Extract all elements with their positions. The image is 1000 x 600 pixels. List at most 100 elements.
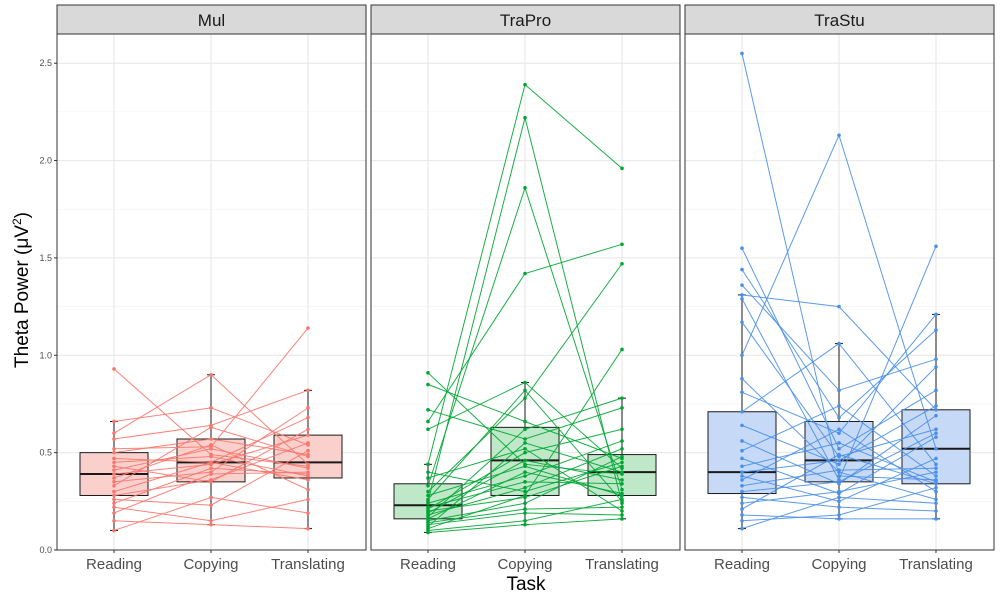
x-tick-label: Copying bbox=[497, 556, 552, 573]
subject-point bbox=[523, 501, 527, 506]
panel-mul: Mul Reading Copying Translating bbox=[56, 4, 367, 573]
subject-point bbox=[112, 450, 116, 455]
x-tick-label: Copying bbox=[183, 556, 238, 573]
subject-series bbox=[740, 283, 938, 393]
subject-point bbox=[837, 505, 841, 509]
subject-point bbox=[740, 489, 744, 494]
y-tick-label: 0.0 bbox=[39, 545, 52, 555]
subject-point bbox=[740, 267, 744, 272]
subject-point bbox=[426, 530, 430, 535]
subject-point bbox=[426, 501, 430, 506]
subject-point bbox=[306, 466, 310, 471]
subject-point bbox=[523, 82, 527, 87]
subject-point bbox=[740, 423, 744, 428]
y-axis-title-main: Theta Power (μV bbox=[12, 225, 33, 368]
subject-series bbox=[740, 431, 938, 494]
subject-point bbox=[934, 481, 938, 486]
subject-point bbox=[837, 446, 841, 451]
subject-series bbox=[426, 406, 624, 441]
subject-point bbox=[837, 517, 841, 521]
subject-point bbox=[740, 507, 744, 511]
x-tick-label: Reading bbox=[714, 556, 770, 573]
subject-series bbox=[740, 485, 938, 523]
subject-point bbox=[112, 505, 116, 509]
subject-point bbox=[209, 478, 213, 482]
subject-point bbox=[934, 509, 938, 513]
subject-point bbox=[523, 470, 527, 474]
subject-point bbox=[112, 518, 116, 523]
subject-point bbox=[837, 468, 841, 472]
subject-point bbox=[620, 481, 624, 486]
subject-point bbox=[837, 304, 841, 309]
subject-point bbox=[837, 489, 841, 494]
subject-point bbox=[620, 454, 624, 459]
subject-point bbox=[306, 454, 310, 459]
subject-point bbox=[934, 497, 938, 502]
subject-series bbox=[740, 404, 938, 474]
subject-series bbox=[112, 441, 310, 498]
subject-point bbox=[523, 446, 527, 451]
y-axis-title-superscript: 2 bbox=[10, 218, 24, 225]
x-axis-title: Task bbox=[506, 574, 546, 595]
subject-point bbox=[112, 493, 116, 498]
subject-point bbox=[620, 501, 624, 506]
subject-point bbox=[740, 293, 744, 297]
subject-point bbox=[209, 437, 213, 441]
subject-point bbox=[523, 493, 527, 498]
subject-series bbox=[740, 244, 938, 482]
subject-point bbox=[837, 388, 841, 393]
subject-series bbox=[426, 454, 624, 523]
subject-point bbox=[209, 503, 213, 508]
subject-point bbox=[306, 427, 310, 432]
subject-point bbox=[740, 409, 744, 414]
subject-point bbox=[523, 507, 527, 511]
y-tick-label: 2.0 bbox=[39, 156, 52, 166]
subject-point bbox=[112, 437, 116, 441]
subject-point bbox=[112, 431, 116, 435]
subject-point bbox=[620, 446, 624, 451]
subject-series bbox=[112, 425, 310, 488]
subject-point bbox=[740, 478, 744, 482]
subject-point bbox=[112, 460, 116, 465]
subject-point bbox=[837, 133, 841, 138]
subject-point bbox=[934, 446, 938, 451]
subject-point bbox=[934, 470, 938, 474]
subject-series bbox=[112, 460, 310, 494]
subject-point bbox=[620, 406, 624, 410]
subject-point bbox=[112, 497, 116, 502]
subject-point bbox=[426, 427, 430, 432]
subject-point bbox=[523, 450, 527, 455]
subject-point bbox=[112, 456, 116, 461]
subject-point bbox=[306, 526, 310, 531]
subject-point bbox=[209, 460, 213, 465]
subject-point bbox=[426, 462, 430, 467]
subject-series bbox=[112, 470, 310, 515]
subject-point bbox=[934, 466, 938, 471]
y-axis-title: Theta Power (μV2) bbox=[10, 212, 33, 368]
facet-strip-label: Mul bbox=[198, 11, 225, 30]
subject-point bbox=[112, 489, 116, 494]
subject-point bbox=[837, 513, 841, 517]
subject-point bbox=[209, 425, 213, 430]
subject-point bbox=[306, 441, 310, 445]
subject-series bbox=[426, 446, 624, 513]
subject-point bbox=[934, 328, 938, 332]
subject-point bbox=[306, 433, 310, 437]
facet-strip-label: TraPro bbox=[500, 11, 551, 30]
subject-point bbox=[426, 371, 430, 375]
subject-point bbox=[523, 522, 527, 527]
subject-point bbox=[934, 501, 938, 506]
subject-point bbox=[620, 464, 624, 469]
facet-strip-label: TraStu bbox=[814, 11, 864, 30]
subject-point bbox=[306, 326, 310, 330]
subject-point bbox=[837, 404, 841, 408]
facet-strip bbox=[684, 4, 995, 35]
subject-point bbox=[740, 518, 744, 523]
subject-point bbox=[620, 497, 624, 502]
subject-point bbox=[209, 472, 213, 476]
subject-series bbox=[740, 413, 938, 486]
subject-point bbox=[740, 526, 744, 531]
subject-point bbox=[426, 489, 430, 494]
subject-point bbox=[523, 480, 527, 484]
subject-series bbox=[740, 470, 938, 506]
